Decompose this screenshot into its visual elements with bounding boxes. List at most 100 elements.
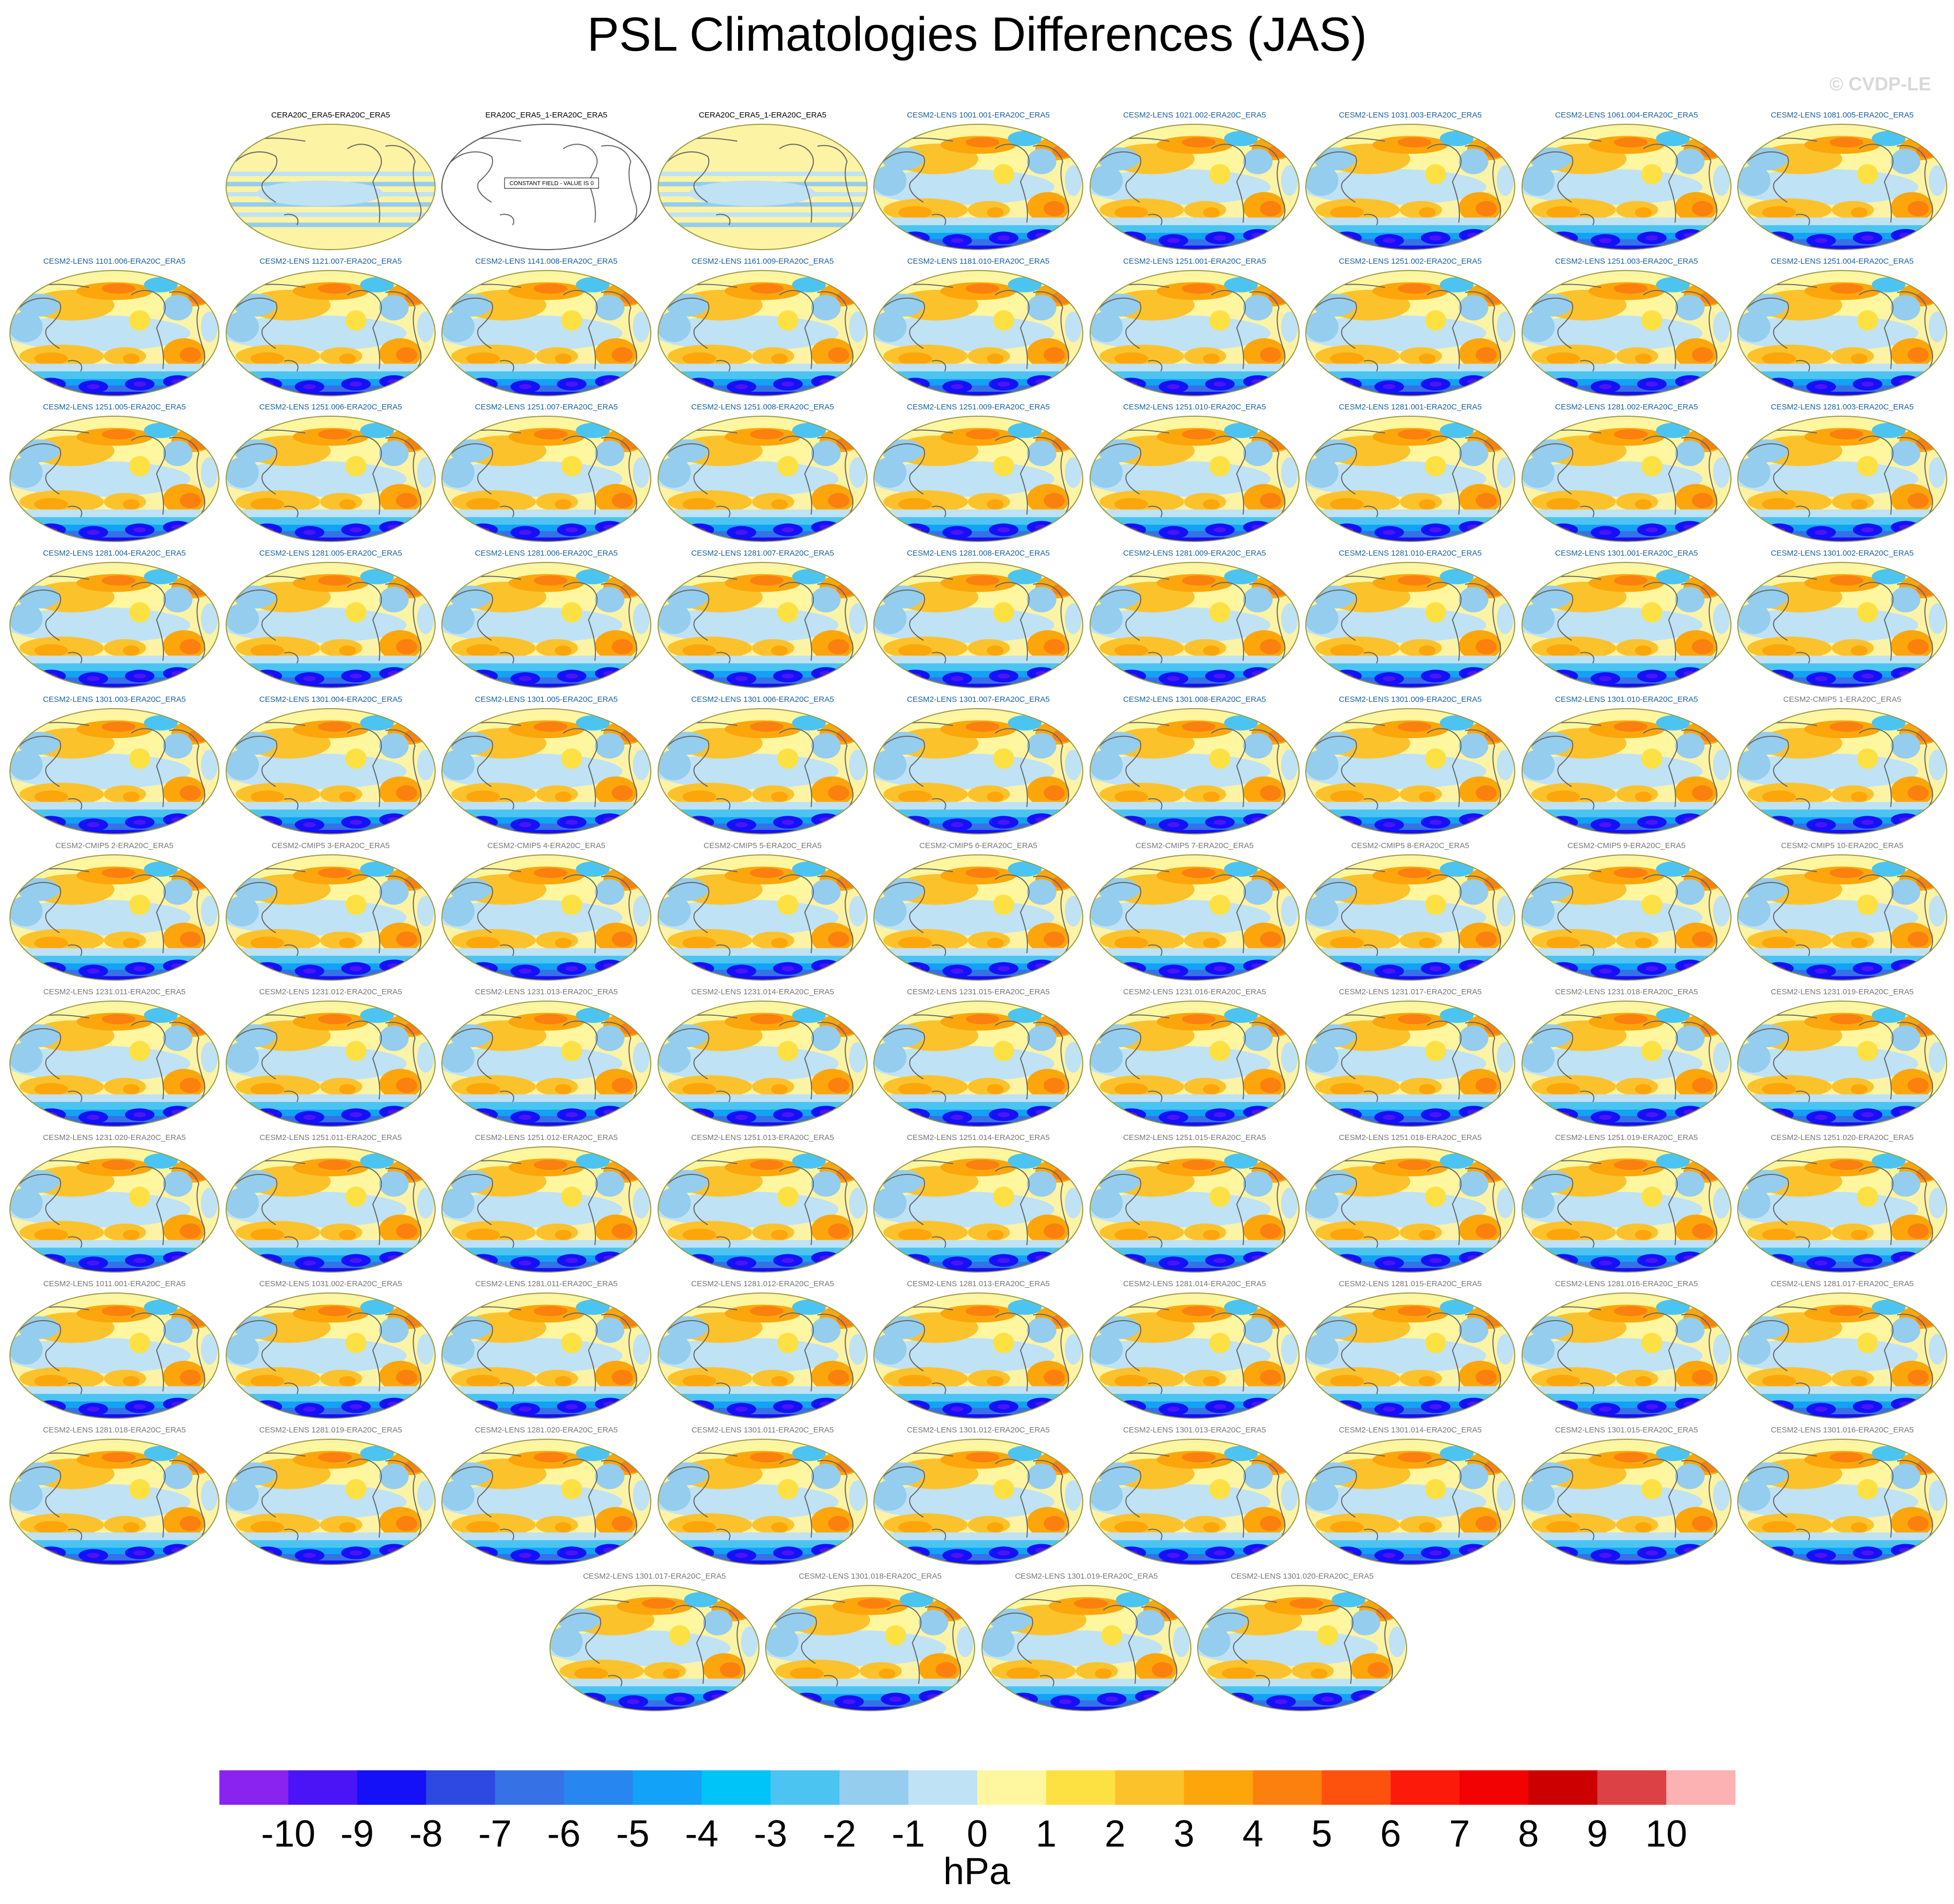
coastline bbox=[1465, 1167, 1501, 1248]
coastline bbox=[601, 1021, 637, 1102]
map-outline bbox=[981, 1585, 1191, 1711]
psl-anomaly-region bbox=[1458, 1463, 1489, 1489]
psl-anomaly-region bbox=[180, 347, 201, 363]
southern-ocean-band bbox=[1522, 392, 1731, 396]
psl-anomaly-region bbox=[17, 585, 60, 609]
psl-anomaly-region bbox=[101, 1014, 136, 1025]
colorbar-units-label: hPa bbox=[943, 1851, 1011, 1893]
coastline bbox=[131, 874, 166, 954]
psl-anomaly-region bbox=[1008, 715, 1042, 731]
coastline bbox=[563, 1166, 598, 1245]
map-outline bbox=[873, 1001, 1083, 1127]
world-map bbox=[226, 1292, 436, 1419]
psl-anomaly-region bbox=[828, 1223, 849, 1239]
psl-anomaly-region bbox=[201, 457, 218, 488]
low-pressure-center bbox=[900, 523, 930, 536]
coastline bbox=[716, 214, 731, 226]
southern-ocean-band bbox=[658, 684, 867, 688]
low-pressure-core bbox=[87, 1114, 100, 1120]
low-pressure-core bbox=[349, 1404, 362, 1409]
coastline bbox=[1747, 1173, 1789, 1226]
psl-anomaly-region bbox=[1613, 575, 1648, 586]
psl-anomaly-region bbox=[1397, 429, 1432, 440]
coastline bbox=[1579, 360, 1595, 372]
map-panel: CESM2-LENS 1281.015-ERA20C_ERA5 bbox=[1302, 1278, 1518, 1419]
psl-anomaly-region bbox=[771, 1376, 788, 1386]
southern-ocean-band bbox=[1522, 1268, 1731, 1272]
coastline bbox=[1249, 875, 1285, 956]
colorbar-swatch bbox=[357, 1770, 427, 1805]
map-outline bbox=[873, 562, 1083, 688]
low-pressure-core bbox=[735, 676, 748, 681]
low-pressure-core bbox=[1599, 1553, 1612, 1558]
map-panel: CESM2-LENS 1231.018-ERA20C_ERA5 bbox=[1518, 986, 1735, 1127]
southern-ocean-band bbox=[1738, 1268, 1947, 1272]
psl-anomaly-region bbox=[1692, 1515, 1713, 1532]
low-pressure-core bbox=[1815, 676, 1828, 681]
coastline bbox=[1897, 1313, 1933, 1394]
psl-anomaly-region bbox=[1458, 148, 1489, 174]
psl-anomaly-region bbox=[1313, 1462, 1355, 1486]
psl-anomaly-region bbox=[17, 439, 60, 463]
coastline bbox=[1315, 1466, 1358, 1518]
psl-anomaly-region bbox=[1890, 733, 1921, 759]
low-pressure-core bbox=[476, 381, 489, 387]
low-pressure-core bbox=[87, 530, 100, 535]
psl-anomaly-region bbox=[101, 867, 136, 878]
psl-anomaly-region bbox=[1044, 1077, 1065, 1094]
coastline bbox=[451, 297, 494, 349]
coastline bbox=[883, 1028, 926, 1080]
psl-anomaly-region bbox=[1635, 1376, 1652, 1386]
world-map bbox=[441, 1001, 651, 1127]
psl-anomaly-region bbox=[561, 456, 582, 477]
coastline bbox=[499, 944, 514, 956]
coastline bbox=[1643, 728, 1678, 807]
psl-anomaly-region bbox=[1476, 347, 1497, 363]
psl-anomaly-region bbox=[665, 732, 708, 755]
map-panel: CESM2-LENS 1251.010-ERA20C_ERA5 bbox=[1086, 402, 1303, 542]
psl-anomaly-region bbox=[777, 602, 799, 623]
coastline bbox=[499, 214, 514, 226]
colorbar-tick-label: 4 bbox=[1243, 1813, 1263, 1855]
map-outline bbox=[9, 270, 219, 396]
psl-anomaly-region bbox=[665, 585, 708, 609]
world-map bbox=[1305, 1146, 1515, 1273]
psl-anomaly-region bbox=[1281, 165, 1298, 196]
low-pressure-core bbox=[997, 819, 1010, 825]
psl-anomaly-region bbox=[1064, 165, 1082, 196]
psl-anomaly-region bbox=[1851, 1376, 1868, 1386]
psl-anomaly-region bbox=[1260, 785, 1281, 801]
psl-anomaly-region bbox=[1026, 879, 1057, 905]
map-outline bbox=[1522, 270, 1731, 396]
coastline bbox=[667, 1173, 710, 1226]
map-outline bbox=[1305, 1146, 1515, 1273]
psl-anomaly-region bbox=[849, 896, 866, 927]
coastline bbox=[284, 1236, 299, 1248]
psl-anomaly-region bbox=[682, 936, 717, 949]
world-map bbox=[226, 708, 436, 835]
psl-anomaly-region bbox=[1496, 165, 1514, 196]
map-panel: CESM2-CMIP5 1-ERA20C_ERA5 bbox=[1734, 694, 1950, 835]
psl-anomaly-region bbox=[1243, 879, 1273, 905]
psl-anomaly-region bbox=[1260, 1223, 1281, 1239]
low-pressure-core bbox=[1429, 1257, 1442, 1263]
coastline bbox=[19, 1320, 62, 1372]
psl-anomaly-region bbox=[1313, 1170, 1355, 1193]
psl-anomaly-region bbox=[1692, 492, 1713, 509]
psl-anomaly-region bbox=[898, 206, 932, 219]
panel-title: CESM2-CMIP5 4-ERA20C_ERA5 bbox=[487, 841, 605, 850]
low-pressure-center bbox=[684, 816, 715, 829]
psl-anomaly-region bbox=[811, 440, 841, 466]
psl-anomaly-region bbox=[1890, 586, 1921, 613]
southern-ocean-band bbox=[874, 976, 1083, 980]
coastline bbox=[19, 1028, 62, 1080]
psl-anomaly-region bbox=[1851, 792, 1868, 802]
psl-anomaly-region bbox=[849, 1334, 866, 1365]
psl-anomaly-region bbox=[1181, 137, 1216, 148]
coastline bbox=[67, 1090, 83, 1102]
psl-anomaly-region bbox=[1908, 785, 1929, 801]
low-pressure-center bbox=[36, 523, 66, 536]
psl-anomaly-region bbox=[466, 644, 500, 657]
psl-anomaly-region bbox=[1713, 1042, 1730, 1073]
panel-title: CESM2-LENS 1281.010-ERA20C_ERA5 bbox=[1339, 549, 1482, 558]
